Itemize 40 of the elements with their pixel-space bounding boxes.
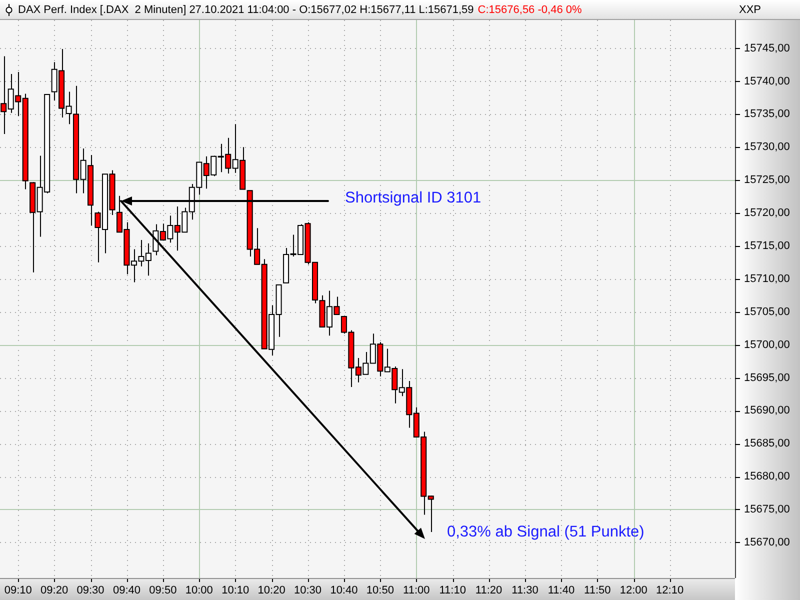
chart-title: DAX Perf. Index [.DAX 2 Minuten] 27.10.2021 11:04:00 - O:15677,02 H:15677,11 L:15671,59 [18, 4, 474, 16]
y-tick-label: 15745,00 [744, 42, 790, 54]
x-tick-label: 09:40 [112, 584, 140, 597]
x-tick-label: 09:10 [4, 584, 32, 597]
annotation: 0,33% ab Signal (51 Punkte) [447, 523, 644, 540]
x-tick-label: 09:30 [76, 584, 104, 597]
y-axis-title: XXP [739, 3, 762, 17]
y-tick-label: 15720,00 [744, 207, 790, 220]
x-tick-label: 10:20 [258, 584, 286, 597]
y-tick-label: 15670,00 [744, 536, 790, 548]
x-tick-label: 11:50 [584, 584, 611, 597]
y-tick-label: 15710,00 [744, 272, 790, 285]
y-tick-label: 15730,00 [744, 141, 790, 154]
x-tick-label: 11:10 [439, 584, 466, 597]
x-tick-label: 12:10 [656, 584, 684, 597]
x-tick-label: 11:20 [475, 584, 502, 597]
x-tick-label: 10:40 [330, 584, 358, 597]
y-tick-label: 15675,00 [744, 504, 790, 516]
x-tick-label: 11:30 [512, 584, 538, 597]
x-tick-label: 10:30 [294, 584, 322, 597]
x-tick-label: 10:10 [222, 584, 250, 597]
x-tick-label: 09:50 [149, 584, 177, 597]
y-tick-label: 15695,00 [744, 372, 790, 384]
x-tick-label: 09:20 [40, 584, 68, 597]
y-tick-label: 15700,00 [744, 338, 790, 351]
y-tick-label: 15715,00 [744, 240, 790, 252]
x-tick-label: 10:00 [185, 584, 213, 597]
chart-subtitle: C:15676,56 -0,46 0% [478, 4, 582, 16]
x-tick-label: 12:00 [620, 584, 648, 597]
y-tick-label: 15725,00 [744, 174, 790, 186]
annotation: Shortsignal ID 3101 [345, 189, 482, 206]
y-tick-label: 15680,00 [744, 470, 790, 483]
y-tick-label: 15690,00 [744, 404, 790, 417]
y-tick-label: 15740,00 [744, 75, 790, 88]
x-tick-label: 11:40 [548, 584, 575, 597]
y-tick-label: 15705,00 [744, 306, 790, 318]
y-tick-label: 15735,00 [744, 108, 790, 120]
y-tick-label: 15685,00 [744, 438, 790, 450]
x-tick-label: 10:50 [366, 584, 394, 597]
x-tick-label: 11:00 [403, 584, 430, 597]
